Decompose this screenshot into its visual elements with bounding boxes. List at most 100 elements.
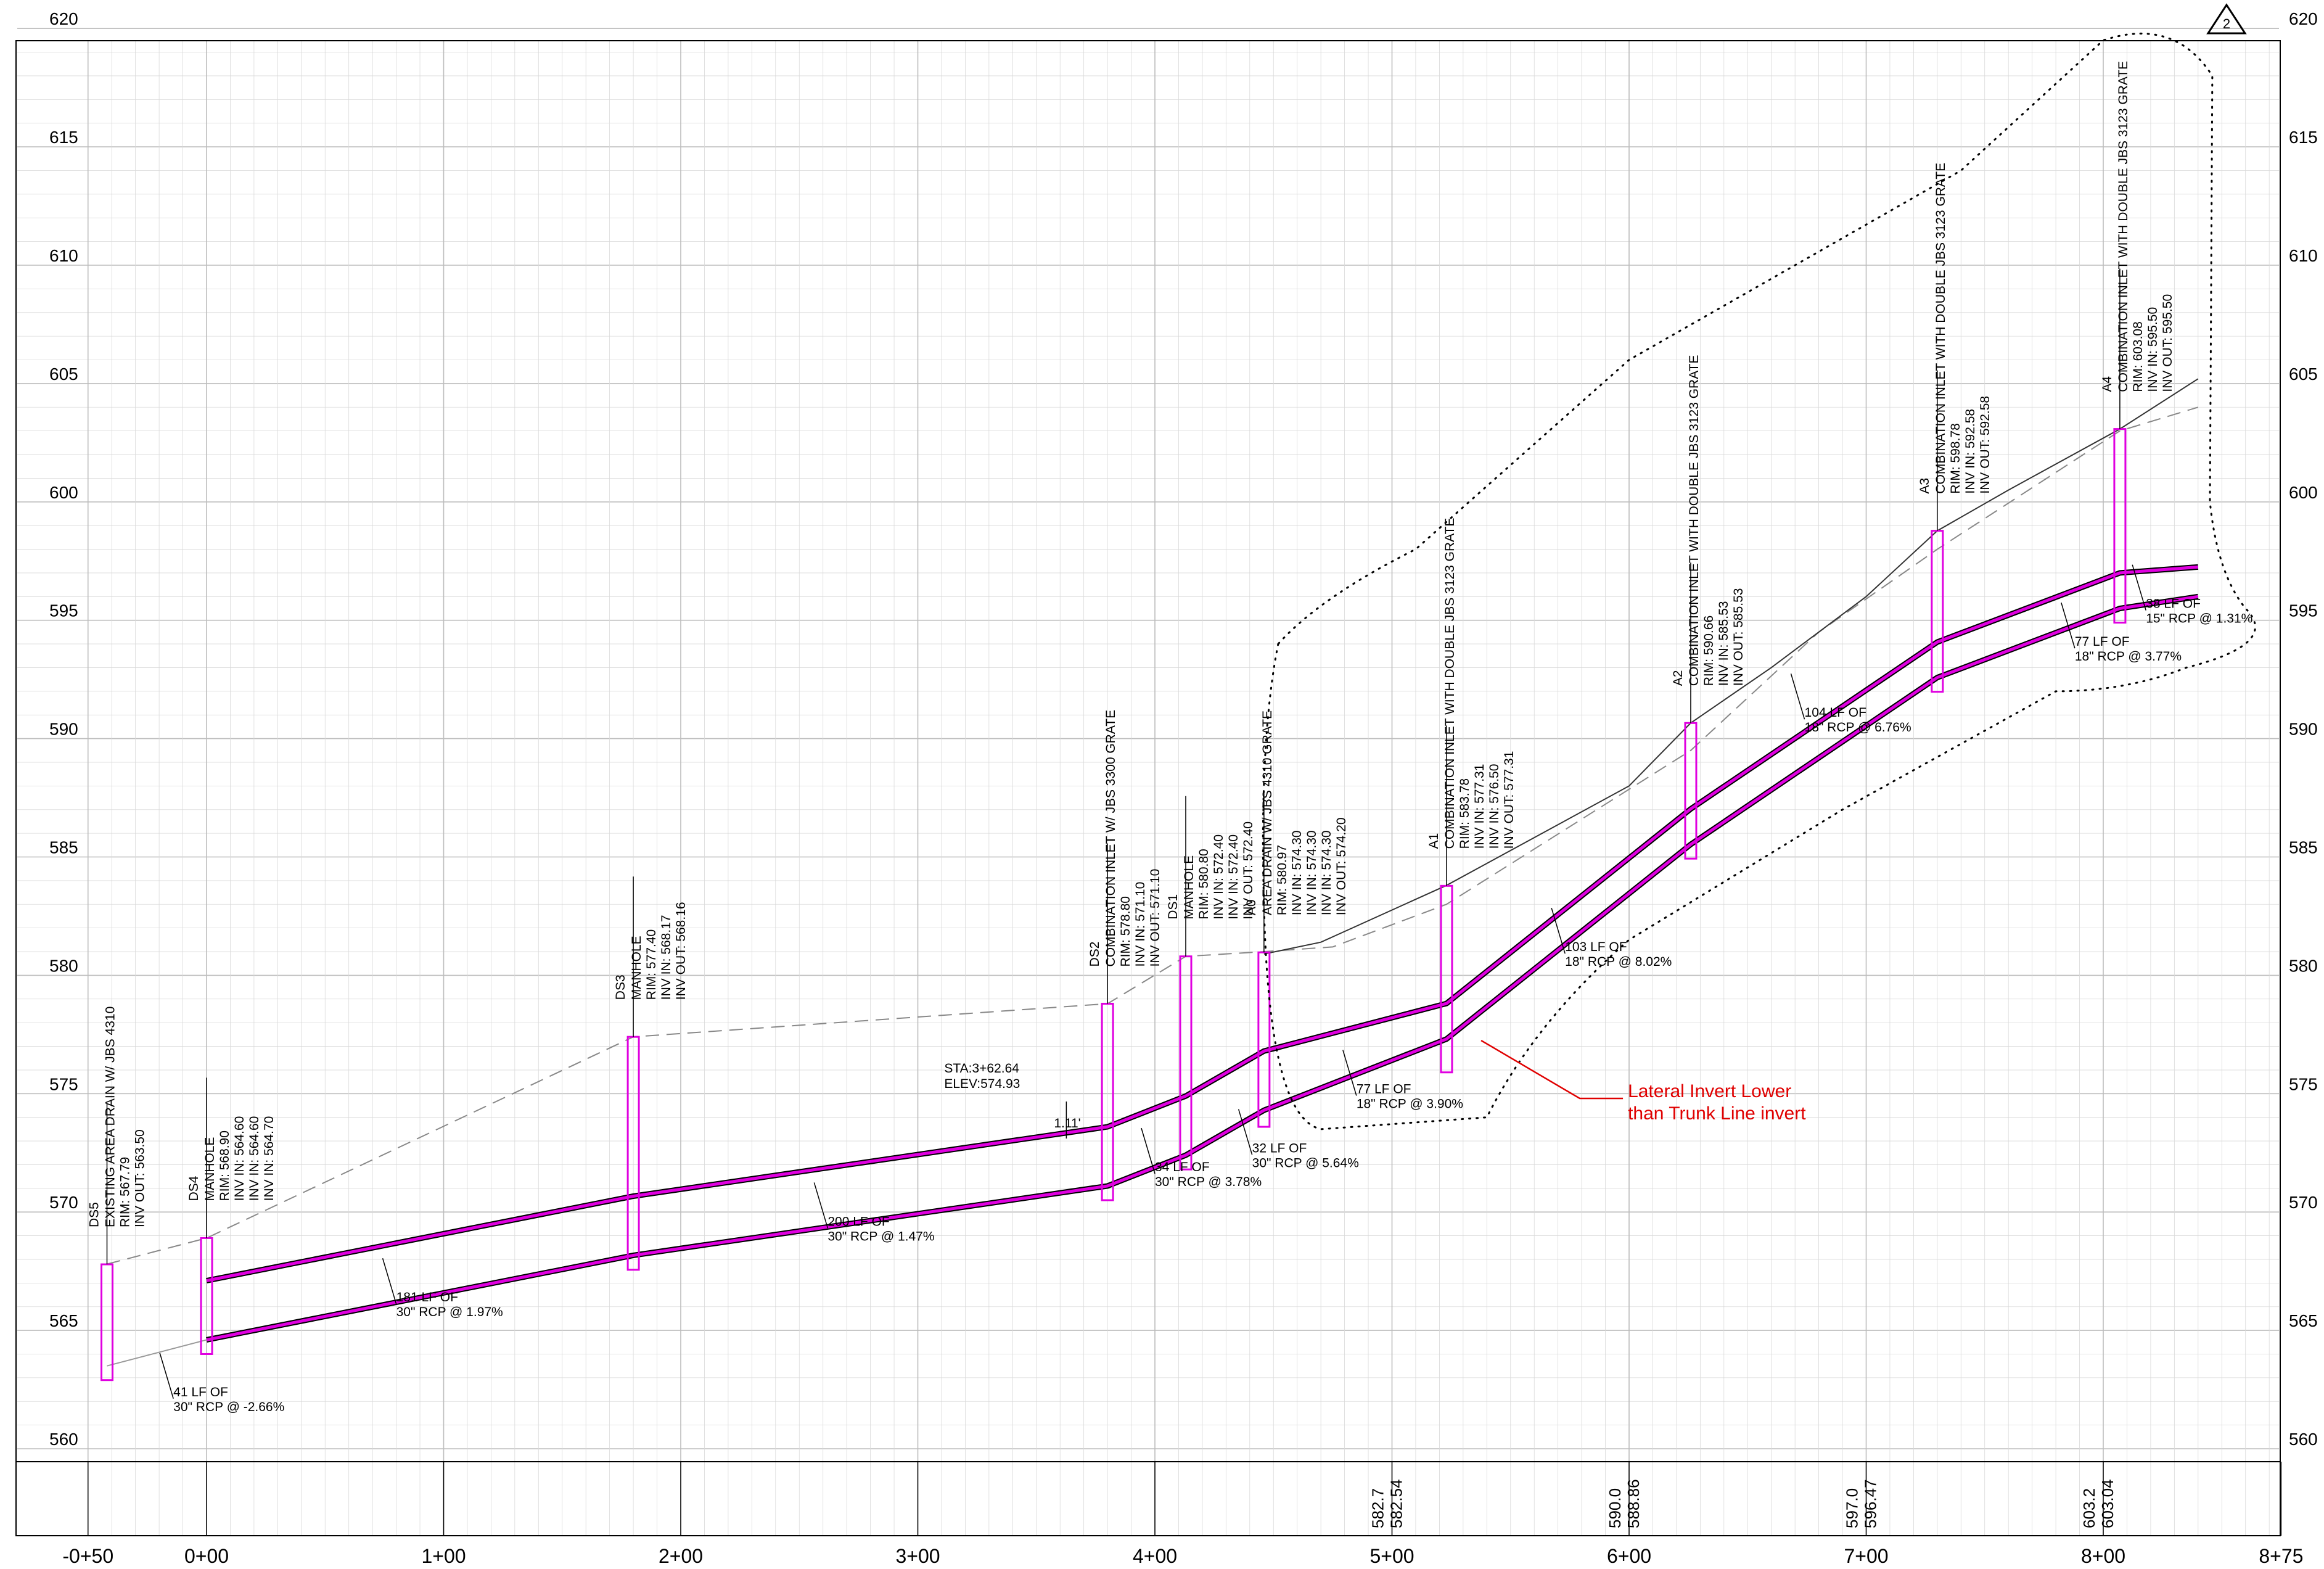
structure-data-line: INV OUT: 577.31 (1502, 751, 1516, 849)
elevation-label-left: 590 (49, 720, 78, 739)
station-label: 7+00 (1844, 1545, 1888, 1567)
structure-type: COMBINATION INLET WITH DOUBLE JBS 3123 G… (1934, 163, 1948, 494)
annotation-line-1: Lateral Invert Lower (1628, 1081, 1791, 1102)
station-label: 0+00 (184, 1545, 229, 1567)
structure-data-line: INV IN: 564.60 (232, 1116, 247, 1201)
structure-data-line: INV IN: 574.30 (1305, 830, 1319, 915)
structure-id: DS5 (88, 1202, 102, 1227)
structure-type: MANHOLE (1182, 855, 1196, 920)
elevation-label-left: 600 (49, 483, 78, 502)
elevation-label-right: 570 (2289, 1193, 2318, 1212)
elevation-label-right: 580 (2289, 956, 2318, 975)
structure-data-line: INV OUT: 571.10 (1148, 869, 1162, 967)
elevation-label-left: 620 (49, 9, 78, 28)
segment-length: 41 LF OF (173, 1385, 228, 1399)
station-label: 3+00 (895, 1545, 940, 1567)
structure-data-line: INV OUT: 574.20 (1334, 817, 1349, 915)
structure-id: A4 (2100, 376, 2114, 392)
elevation-label-left: 595 (49, 601, 78, 620)
structure-id: A3 (1918, 478, 1932, 494)
segment-length: 77 LF OF (2075, 635, 2130, 649)
sta-callout-elev: ELEV:574.93 (944, 1077, 1020, 1091)
segment-slope: 18" RCP @ 8.02% (1565, 955, 1672, 969)
structure-data-line: RIM: 577.40 (644, 929, 659, 1000)
structure-type: EXISTING AREA DRAIN W/ JBS 4310 (104, 1007, 118, 1227)
structure-id: A1 (1427, 833, 1441, 849)
structure-data-line: RIM: 583.78 (1458, 778, 1472, 849)
segment-slope: 30" RCP @ 5.64% (1252, 1156, 1359, 1170)
structure-data-line: RIM: 580.97 (1275, 845, 1289, 915)
station-label: 6+00 (1607, 1545, 1651, 1567)
structure-data-line: INV IN: 574.30 (1290, 830, 1304, 915)
ground-elev-existing: 603.2 (2080, 1488, 2098, 1528)
elevation-label-right: 620 (2289, 9, 2318, 28)
structure-data-line: INV OUT: 563.50 (133, 1129, 147, 1227)
station-label: 8+75 (2259, 1545, 2303, 1567)
structure-id: DS1 (1166, 894, 1180, 920)
structure-data-line: RIM: 603.08 (2131, 321, 2145, 392)
segment-slope: 18" RCP @ 3.77% (2075, 649, 2182, 664)
structure-id: A2 (1671, 670, 1685, 686)
segment-slope: 18" RCP @ 6.76% (1805, 720, 1911, 735)
structure-data-line: INV OUT: 568.16 (674, 902, 688, 1000)
structure-data-line: INV OUT: 595.50 (2161, 294, 2175, 392)
structure-data-line: RIM: 568.90 (218, 1130, 232, 1201)
structure-data-line: RIM: 590.66 (1702, 616, 1716, 686)
elevation-label-right: 590 (2289, 720, 2318, 739)
elevation-label-left: 575 (49, 1074, 78, 1093)
structure-data-line: INV IN: 572.40 (1212, 834, 1226, 920)
station-label: 1+00 (421, 1545, 466, 1567)
structure-data-line: INV IN: 572.40 (1226, 834, 1241, 920)
crossing-clearance: 1.11' (1054, 1116, 1080, 1130)
structure-type: COMBINATION INLET WITH DOUBLE JBS 3123 G… (1443, 518, 1457, 849)
segment-length: 181 LF OF (396, 1290, 458, 1304)
segment-length: 38 LF OF (2146, 597, 2201, 611)
sta-callout-station: STA:3+62.64 (944, 1061, 1019, 1076)
station-label: 8+00 (2081, 1545, 2125, 1567)
structure-type: AREA DRAIN W/ JBS 4310 GRATE (1260, 710, 1275, 915)
segment-length: 34 LF OF (1155, 1160, 1210, 1174)
revision-number: 2 (2223, 16, 2230, 31)
segment-slope: 30" RCP @ -2.66% (173, 1400, 284, 1414)
structure-data-line: INV IN: 595.50 (2146, 307, 2160, 392)
elevation-label-right: 575 (2289, 1074, 2318, 1093)
elevation-label-right: 560 (2289, 1430, 2318, 1449)
elevation-label-right: 600 (2289, 483, 2318, 502)
elevation-label-left: 580 (49, 956, 78, 975)
structure-data-line: INV OUT: 592.58 (1978, 396, 1992, 494)
structure-type: COMBINATION INLET WITH DOUBLE JBS 3123 G… (2116, 61, 2130, 392)
ground-elev-existing: 597.0 (1843, 1488, 1862, 1528)
structure-id: DS4 (187, 1176, 201, 1201)
structure-data-line: RIM: 580.80 (1197, 849, 1211, 919)
structure-data-line: INV IN: 576.50 (1487, 764, 1501, 849)
elevation-label-right: 595 (2289, 601, 2318, 620)
structure-data-line: INV IN: 564.70 (262, 1116, 276, 1201)
elevation-label-right: 565 (2289, 1311, 2318, 1330)
structure-data-line: INV OUT: 585.53 (1731, 588, 1746, 686)
station-label: 2+00 (659, 1545, 703, 1567)
elevation-label-right: 615 (2289, 128, 2318, 147)
station-label: 4+00 (1133, 1545, 1177, 1567)
segment-slope: 30" RCP @ 3.78% (1155, 1175, 1262, 1189)
station-label: -0+50 (62, 1545, 113, 1567)
segment-slope: 30" RCP @ 1.97% (396, 1305, 503, 1319)
structure-type: MANHOLE (203, 1137, 217, 1201)
segment-slope: 18" RCP @ 3.90% (1357, 1097, 1463, 1111)
structure-id: DS3 (614, 974, 628, 1000)
segment-length: 200 LF OF (827, 1214, 889, 1229)
structure-data-line: INV IN: 568.17 (659, 915, 673, 1000)
ground-elev-proposed: 582.54 (1387, 1479, 1406, 1528)
structure-type: MANHOLE (630, 936, 644, 1000)
structure-data-line: RIM: 578.80 (1119, 896, 1133, 966)
segment-length: 104 LF OF (1805, 706, 1866, 720)
structure-data-line: INV IN: 577.31 (1472, 764, 1487, 849)
elevation-label-left: 615 (49, 128, 78, 147)
segment-length: 32 LF OF (1252, 1141, 1307, 1155)
structure-data-line: INV IN: 571.10 (1133, 882, 1148, 967)
structure-data-line: INV IN: 564.60 (247, 1116, 261, 1201)
segment-slope: 15" RCP @ 1.31% (2146, 612, 2252, 626)
elevation-label-left: 610 (49, 246, 78, 265)
elevation-label-left: 605 (49, 364, 78, 384)
structure-type: COMBINATION INLET W/ JBS 3300 GRATE (1104, 710, 1118, 967)
